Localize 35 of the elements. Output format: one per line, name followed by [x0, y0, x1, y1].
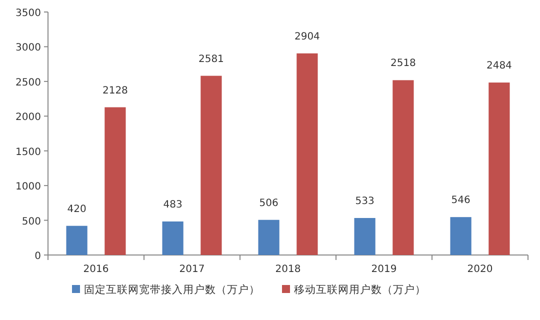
- bar: [66, 226, 88, 255]
- x-tick-label: 2020: [467, 264, 493, 275]
- bar: [104, 107, 126, 255]
- legend-label: 移动互联网用户数（万户）: [294, 283, 426, 296]
- y-tick-label: 2500: [16, 77, 41, 88]
- x-tick-label: 2016: [83, 264, 109, 275]
- bar: [392, 80, 414, 255]
- data-label: 533: [355, 196, 374, 207]
- data-label: 2128: [102, 85, 128, 96]
- y-tick-label: 3500: [16, 8, 41, 19]
- y-tick-label: 2000: [16, 112, 41, 124]
- x-tick-label: 2019: [371, 264, 397, 275]
- data-label: 2484: [486, 60, 512, 72]
- data-label: 2518: [390, 58, 416, 70]
- data-label: 420: [67, 204, 86, 215]
- data-label: 2581: [198, 54, 224, 65]
- bar: [200, 76, 222, 255]
- data-label: 2904: [294, 31, 320, 42]
- bar: [162, 221, 184, 255]
- y-tick-label: 500: [22, 216, 41, 228]
- x-tick-label: 2017: [179, 264, 205, 275]
- data-label: 506: [259, 198, 278, 209]
- data-label: 483: [163, 199, 182, 210]
- bar: [354, 218, 376, 255]
- y-tick-label: 3000: [16, 42, 41, 54]
- bar: [296, 53, 318, 255]
- x-tick-label: 2018: [275, 264, 301, 275]
- y-tick-label: 1500: [16, 146, 41, 158]
- bar: [488, 82, 510, 255]
- y-tick-label: 1000: [16, 182, 41, 193]
- legend-label: 固定互联网宽带接入用户数（万户）: [84, 283, 260, 296]
- y-tick-label: 0: [34, 251, 41, 262]
- bar: [258, 220, 280, 255]
- bar: [450, 217, 472, 255]
- data-label: 546: [451, 195, 470, 206]
